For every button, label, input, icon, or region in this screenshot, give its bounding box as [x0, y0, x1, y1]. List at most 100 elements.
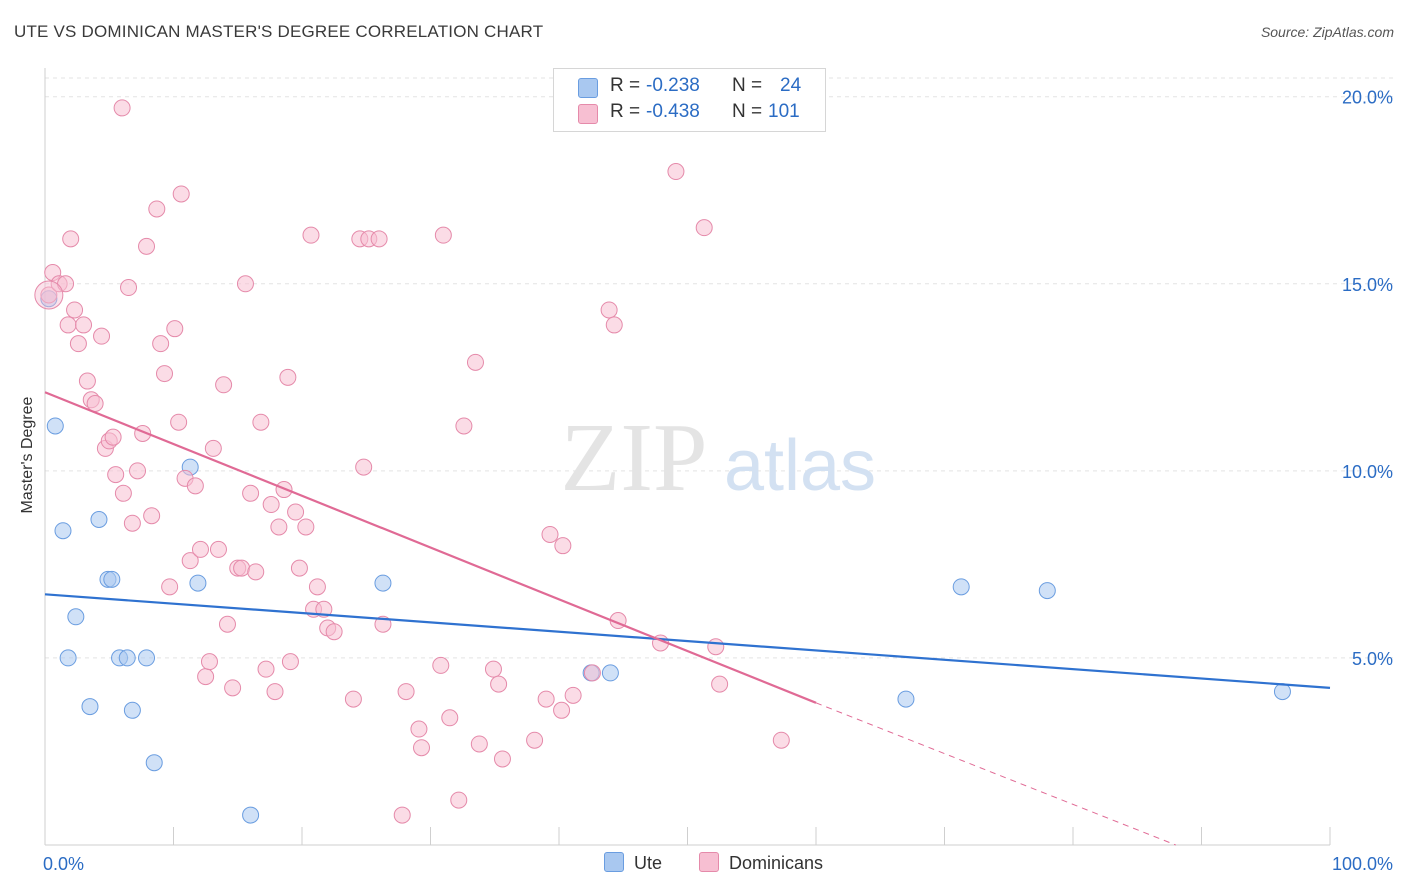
- legend-n-label: N =: [732, 101, 763, 122]
- data-point-ute: [145, 754, 163, 772]
- data-point-dominicans: [170, 413, 188, 431]
- data-point-dominicans: [172, 185, 190, 203]
- data-point-dominicans: [470, 735, 488, 753]
- data-point-ute: [118, 649, 136, 667]
- data-point-dominicans: [78, 372, 96, 390]
- data-point-ute: [81, 698, 99, 716]
- data-point-dominicans: [107, 466, 125, 484]
- data-point-ute: [59, 649, 77, 667]
- legend-n-value: 101: [768, 101, 800, 122]
- data-point-ute: [374, 574, 392, 592]
- bottom-legend-ute: Ute: [604, 852, 662, 874]
- trend-line-ute: [44, 593, 1331, 689]
- data-point-dominicans: [450, 791, 468, 809]
- data-point-dominicans: [123, 514, 141, 532]
- data-point-dominicans: [62, 230, 80, 248]
- data-point-ute: [123, 701, 141, 719]
- axes: [44, 68, 1331, 846]
- data-point-dominicans: [397, 683, 415, 701]
- data-point-dominicans: [156, 365, 174, 383]
- y-tick-label: 20.0%: [1342, 88, 1393, 108]
- legend-n-label: N =: [732, 75, 763, 96]
- data-point-dominicans: [281, 653, 299, 671]
- data-point-dominicans: [541, 525, 559, 543]
- data-point-dominicans: [257, 660, 275, 678]
- data-point-dominicans: [583, 664, 601, 682]
- data-point-dominicans-large: [34, 280, 64, 310]
- watermark-zip: ZIP: [561, 404, 708, 512]
- watermark: ZIP atlas: [561, 404, 877, 512]
- data-point-dominicans: [252, 413, 270, 431]
- chart-title: UTE VS DOMINICAN MASTER'S DEGREE CORRELA…: [14, 22, 544, 41]
- data-point-ute: [897, 690, 915, 708]
- bottom-legend-swatch-dominicans: [699, 852, 719, 872]
- data-point-dominicans: [370, 230, 388, 248]
- legend-r-value: -0.238: [646, 75, 700, 96]
- data-point-dominicans: [413, 739, 431, 757]
- data-point-dominicans: [344, 690, 362, 708]
- data-point-dominicans: [138, 237, 156, 255]
- data-point-ute: [1273, 683, 1291, 701]
- data-point-ute: [601, 664, 619, 682]
- data-point-dominicans: [434, 226, 452, 244]
- y-tick-label: 15.0%: [1342, 275, 1393, 295]
- data-point-dominicans: [104, 428, 122, 446]
- data-point-dominicans: [247, 563, 265, 581]
- data-point-dominicans: [287, 503, 305, 521]
- data-point-dominicans: [66, 301, 84, 319]
- y-tick-label: 5.0%: [1352, 649, 1393, 669]
- data-point-dominicans: [455, 417, 473, 435]
- data-point-ute: [67, 608, 85, 626]
- data-point-dominicans: [772, 731, 790, 749]
- legend-r-value: -0.438: [646, 101, 700, 122]
- y-axis-label: Master's Degree: [19, 396, 36, 514]
- data-point-dominicans: [537, 690, 555, 708]
- trend-line-dominicans: [44, 391, 817, 704]
- bottom-legend-label-dominicans: Dominicans: [729, 853, 824, 873]
- data-point-dominicans: [143, 507, 161, 525]
- source-label: Source: ZipAtlas.com: [1260, 24, 1394, 40]
- legend-r-label: R =: [610, 101, 641, 122]
- data-point-dominicans: [120, 279, 138, 297]
- y-tick-label: 10.0%: [1342, 462, 1393, 482]
- data-point-ute: [54, 522, 72, 540]
- data-point-dominicans: [564, 686, 582, 704]
- trend-lines: [44, 391, 1331, 846]
- data-point-dominicans: [325, 623, 343, 641]
- data-point-dominicans: [308, 578, 326, 596]
- data-point-dominicans: [554, 537, 572, 555]
- bottom-legend-dominicans: Dominicans: [699, 852, 823, 874]
- data-point-dominicans: [270, 518, 288, 536]
- data-point-dominicans: [490, 675, 508, 693]
- data-point-dominicans: [197, 668, 215, 686]
- data-point-dominicans: [200, 653, 218, 671]
- data-point-ute: [46, 417, 64, 435]
- data-point-dominicans: [266, 683, 284, 701]
- data-point-dominicans: [191, 540, 209, 558]
- data-point-ute: [138, 649, 156, 667]
- data-point-dominicans: [711, 675, 729, 693]
- data-point-dominicans: [114, 484, 132, 502]
- data-point-ute: [1038, 582, 1056, 600]
- data-point-dominicans: [218, 615, 236, 633]
- data-point-dominicans: [69, 335, 87, 353]
- data-point-dominicans: [553, 701, 571, 719]
- data-point-dominicans: [186, 477, 204, 495]
- data-point-dominicans: [93, 327, 111, 345]
- data-point-dominicans: [290, 559, 308, 577]
- data-point-ute: [952, 578, 970, 596]
- data-point-dominicans: [129, 462, 147, 480]
- legend-swatch-ute: [578, 78, 598, 98]
- data-point-dominicans: [215, 376, 233, 394]
- series-ute: [40, 290, 1291, 824]
- data-point-ute: [242, 806, 260, 824]
- data-point-dominicans: [209, 540, 227, 558]
- legend-n-value: 24: [780, 75, 802, 96]
- data-point-dominicans: [161, 578, 179, 596]
- data-point-dominicans: [466, 353, 484, 371]
- trend-line-dominicans-extension: [815, 702, 1176, 846]
- data-point-dominicans: [181, 552, 199, 570]
- data-point-dominicans: [204, 439, 222, 457]
- data-point-dominicans: [605, 316, 623, 334]
- data-point-dominicans: [224, 679, 242, 697]
